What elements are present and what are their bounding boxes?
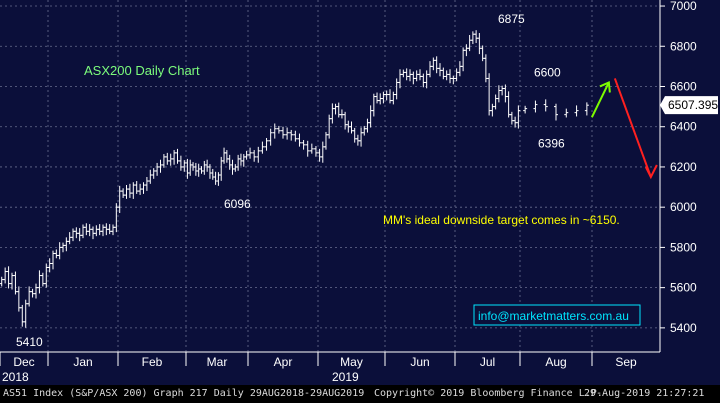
axes: 5400 5600 5800 6000 6200 6400 6600 6800 7000 Dec J… — [0, 0, 718, 384]
price-annotation: 5410 — [16, 335, 43, 349]
ohlc-bar — [523, 105, 528, 114]
ohlc-bar — [272, 123, 277, 139]
ohlc-bar — [309, 143, 314, 154]
price-annotation: 6396 — [538, 137, 565, 151]
ohlc-bar — [584, 102, 589, 116]
ohlc-bar — [281, 126, 285, 139]
ohlc-bar — [293, 130, 298, 142]
ohlc-bar — [516, 105, 521, 129]
down-arrow — [613, 78, 658, 180]
ohlc-bar — [285, 127, 290, 140]
x-tick-label: Jul — [480, 355, 495, 369]
chart-title: ASX200 Daily Chart — [84, 63, 200, 78]
grid — [0, 0, 660, 352]
x-tick-label: Sep — [615, 355, 637, 369]
ohlc-bar — [564, 108, 569, 118]
price-annotation: 6875 — [498, 12, 525, 26]
chart-background — [0, 0, 720, 385]
annotations: 6875 6600 6396 6096 5410 — [16, 12, 658, 349]
ohlc-bar — [260, 141, 265, 154]
down-arrow-head — [644, 164, 658, 180]
up-arrow-head — [599, 80, 611, 93]
y-tick-label: 5400 — [670, 321, 697, 335]
price-annotation: 6600 — [534, 65, 561, 79]
footer-copyright: Copyright© 2019 Bloomberg Finance L.P. — [374, 388, 603, 399]
y-tick-label: 5800 — [670, 240, 697, 254]
ohlc-chart: 6875 6600 6396 6096 5410 5400 5600 5800 6000 620… — [0, 0, 720, 385]
ohlc-bar — [289, 129, 294, 141]
x-tick-label: Dec — [13, 355, 34, 369]
x-tick-label: Mar — [207, 355, 228, 369]
footer-timestamp: 29-Aug-2019 21:27:21 — [584, 388, 705, 399]
y-tick-label: 6000 — [670, 200, 697, 214]
ohlc-bar — [554, 103, 558, 121]
y-tick-label: 6400 — [670, 120, 697, 134]
ohlc-bar — [533, 100, 538, 113]
footer-bar: AS51 Index (S&P/ASX 200) Graph 217 Daily… — [0, 385, 720, 403]
x-tick-label: May — [340, 355, 363, 369]
ohlc-bar — [268, 128, 273, 146]
price-annotation: 6096 — [224, 197, 251, 211]
x-tick-label: Feb — [142, 355, 163, 369]
ohlc-bar — [543, 99, 548, 112]
up-arrow — [590, 80, 611, 118]
y-tick-label: 6600 — [670, 79, 697, 93]
ohlc-bar — [276, 125, 281, 134]
contact-link[interactable]: info@marketmatters.com.au — [478, 309, 629, 323]
y-tick-label: 6800 — [670, 39, 697, 53]
ohlc-bar — [574, 105, 579, 117]
footer-source: AS51 Index (S&P/ASX 200) Graph 217 Daily… — [3, 388, 365, 399]
x-tick-label: Aug — [545, 355, 566, 369]
ohlc-bar — [301, 139, 306, 150]
down-arrow-shaft — [613, 78, 652, 178]
x-year-label: 2019 — [332, 370, 359, 384]
last-price-label: 6507.395 — [668, 98, 718, 112]
y-tick-label: 5600 — [670, 281, 697, 295]
price-bars — [0, 30, 589, 328]
ohlc-bar — [248, 147, 253, 159]
x-tick-label: Jun — [410, 355, 429, 369]
ohlc-bar — [256, 146, 261, 163]
ohlc-bar — [264, 137, 269, 151]
y-tick-label: 7000 — [670, 0, 697, 13]
y-tick-label: 6200 — [670, 160, 697, 174]
contact-box[interactable]: info@marketmatters.com.au — [473, 304, 641, 326]
x-tick-label: Jan — [73, 355, 92, 369]
ohlc-bar — [252, 150, 257, 162]
target-note: MM's ideal downside target comes in ~615… — [383, 213, 620, 227]
last-price-box — [660, 96, 718, 115]
x-tick-label: Apr — [274, 355, 293, 369]
up-arrow-shaft — [590, 82, 610, 118]
ohlc-bar — [297, 133, 302, 147]
x-year-label: 2018 — [2, 370, 29, 384]
ohlc-bar — [305, 140, 310, 157]
